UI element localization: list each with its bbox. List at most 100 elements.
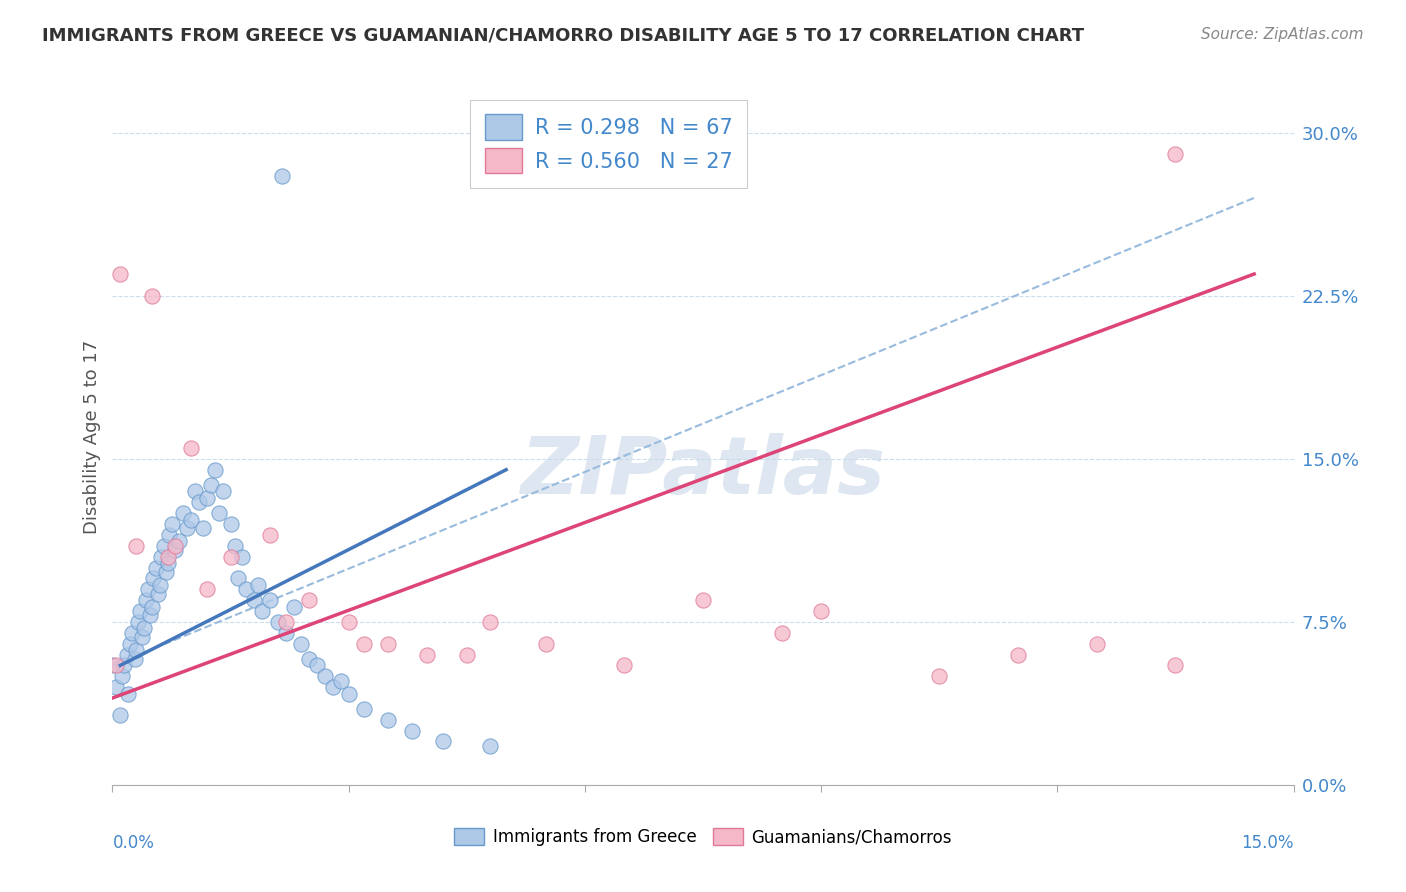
- Point: [274, 625, 297, 640]
- Point: [1007, 648, 1029, 662]
- Point: [534, 637, 557, 651]
- Point: [195, 582, 218, 597]
- Point: [118, 637, 141, 651]
- Point: [247, 578, 270, 592]
- Point: [200, 478, 222, 492]
- Point: [479, 739, 502, 753]
- Point: [235, 582, 257, 597]
- Point: [298, 652, 321, 666]
- Point: [613, 658, 636, 673]
- Point: [112, 658, 135, 673]
- Point: [231, 549, 253, 564]
- Point: [149, 578, 172, 592]
- Point: [156, 556, 179, 570]
- Point: [131, 630, 153, 644]
- Point: [176, 521, 198, 535]
- Point: [377, 637, 399, 651]
- Point: [110, 267, 132, 281]
- Point: [157, 528, 180, 542]
- Point: [101, 658, 124, 673]
- Point: [105, 658, 128, 673]
- Point: [219, 516, 242, 531]
- Point: [180, 441, 202, 455]
- Text: ZIPatlas: ZIPatlas: [520, 433, 886, 511]
- Point: [110, 708, 132, 723]
- Point: [267, 615, 290, 629]
- Point: [180, 513, 202, 527]
- Point: [283, 599, 305, 614]
- Point: [195, 491, 218, 505]
- Text: 15.0%: 15.0%: [1241, 834, 1294, 852]
- Point: [124, 652, 146, 666]
- Point: [298, 593, 321, 607]
- Point: [314, 669, 336, 683]
- Point: [145, 560, 167, 574]
- Point: [219, 549, 242, 564]
- Point: [322, 680, 344, 694]
- Point: [146, 587, 169, 601]
- Legend: R = 0.298   N = 67, R = 0.560   N = 27: R = 0.298 N = 67, R = 0.560 N = 27: [470, 100, 747, 188]
- Point: [155, 565, 177, 579]
- Point: [337, 687, 360, 701]
- Point: [337, 615, 360, 629]
- Point: [136, 582, 159, 597]
- Point: [142, 571, 165, 585]
- Text: Source: ZipAtlas.com: Source: ZipAtlas.com: [1201, 27, 1364, 42]
- Point: [250, 604, 273, 618]
- Point: [150, 549, 173, 564]
- Point: [1164, 147, 1187, 161]
- Point: [141, 289, 163, 303]
- Point: [270, 169, 292, 184]
- Point: [928, 669, 950, 683]
- Point: [165, 543, 187, 558]
- Point: [204, 463, 226, 477]
- Point: [160, 516, 183, 531]
- Point: [111, 669, 134, 683]
- Point: [169, 534, 191, 549]
- Point: [117, 687, 139, 701]
- Point: [353, 702, 375, 716]
- Point: [274, 615, 297, 629]
- Point: [692, 593, 714, 607]
- Point: [353, 637, 375, 651]
- Point: [401, 723, 423, 738]
- Point: [191, 521, 214, 535]
- Point: [188, 495, 211, 509]
- Point: [125, 539, 148, 553]
- Point: [243, 593, 266, 607]
- Point: [228, 571, 250, 585]
- Point: [377, 713, 399, 727]
- Point: [810, 604, 832, 618]
- Point: [156, 549, 179, 564]
- Point: [105, 680, 128, 694]
- Point: [184, 484, 207, 499]
- Point: [456, 648, 478, 662]
- Point: [141, 599, 163, 614]
- Point: [307, 658, 329, 673]
- Point: [224, 539, 246, 553]
- Point: [290, 637, 312, 651]
- Point: [432, 734, 454, 748]
- Point: [479, 615, 502, 629]
- Point: [135, 593, 157, 607]
- Point: [115, 648, 138, 662]
- Point: [129, 604, 152, 618]
- Point: [211, 484, 233, 499]
- Point: [259, 593, 281, 607]
- Point: [125, 643, 148, 657]
- Point: [1164, 658, 1187, 673]
- Text: IMMIGRANTS FROM GREECE VS GUAMANIAN/CHAMORRO DISABILITY AGE 5 TO 17 CORRELATION : IMMIGRANTS FROM GREECE VS GUAMANIAN/CHAM…: [42, 27, 1084, 45]
- Point: [1085, 637, 1108, 651]
- Y-axis label: Disability Age 5 to 17: Disability Age 5 to 17: [83, 340, 101, 534]
- Point: [416, 648, 439, 662]
- Point: [208, 506, 231, 520]
- Point: [127, 615, 149, 629]
- Point: [132, 621, 155, 635]
- Point: [121, 625, 143, 640]
- Point: [165, 539, 187, 553]
- Point: [259, 528, 281, 542]
- Point: [139, 608, 162, 623]
- Point: [172, 506, 194, 520]
- Point: [152, 539, 174, 553]
- Point: [329, 673, 352, 688]
